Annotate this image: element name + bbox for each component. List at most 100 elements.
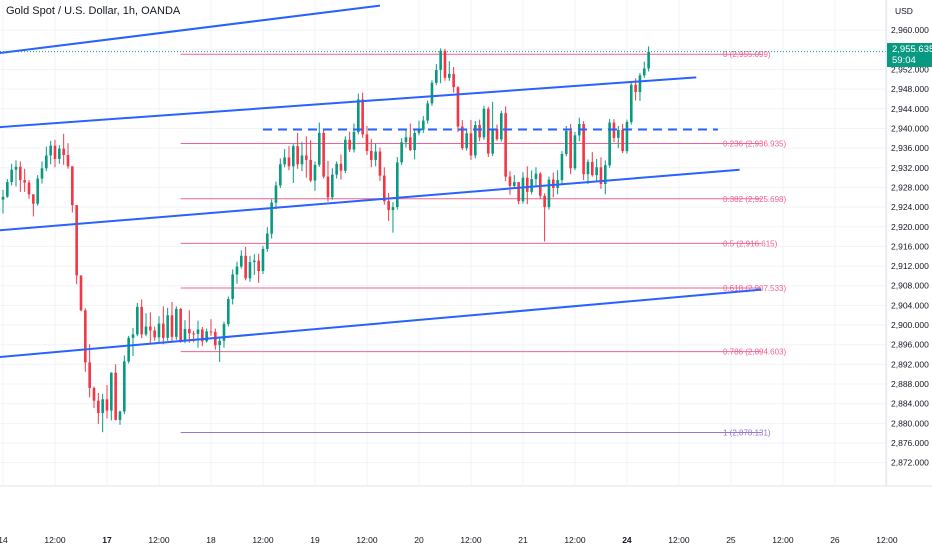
fib-level-label: 0.236 (2,936.935) [723,140,786,149]
candle-body [296,146,299,165]
candle-body [123,361,126,412]
price-tick-label: 2,904.000 [891,300,929,310]
time-tick-label: 18 [206,535,216,545]
fib-retracement[interactable]: 0 (2,955.099) 0.236 (2,936.935) 0.382 (2,9… [180,50,787,438]
time-axis[interactable]: 14 12:00 17 12:00 18 12:00 19 12:00 20 12:00 21 12:… [0,485,932,545]
price-tick-label: 2,888.000 [891,379,929,389]
candle-body [430,82,434,104]
time-tick-label: 19 [310,535,320,545]
price-tick-label: 2,872.000 [891,458,929,468]
candle-body [287,157,291,167]
candle-body [1,196,5,200]
trend-line[interactable] [0,168,740,232]
candle-body [560,154,564,181]
candle-body [422,120,425,130]
candle-body [88,362,91,388]
candle-body [270,202,273,234]
candle-body [32,194,35,204]
candle-body [305,155,308,160]
candle-body [179,308,182,341]
candle-body [426,103,429,121]
price-tick-label: 2,928.000 [891,182,929,192]
time-tick-label: 12:00 [356,535,378,545]
candle-body [14,166,18,170]
candle-body [300,155,304,165]
candle-body [396,162,399,208]
candle-body [58,148,61,159]
candle-body [387,201,390,211]
candle-body [357,99,360,132]
candle-body [261,248,265,271]
price-tick-label: 2,912.000 [891,261,929,271]
candle-body [616,129,620,138]
time-tick-label: 12:00 [668,535,690,545]
candle-body [409,137,412,151]
candle-body [92,387,96,401]
chart-title: Gold Spot / U.S. Dollar, 1h, OANDA [6,5,181,17]
candle-body [192,333,195,335]
time-tick-label: 21 [518,535,528,545]
candle-body [391,207,395,211]
candle-body [231,274,234,300]
price-tick-label: 2,896.000 [891,340,929,350]
candle-body [456,87,460,127]
currency-label: USD [895,6,913,16]
candle-body [153,330,156,338]
time-tick-label: 12:00 [876,535,898,545]
price-tick-label: 2,908.000 [891,281,929,291]
candle-body [209,331,213,333]
candle-body [170,315,174,337]
candle-body [279,164,282,186]
price-axis[interactable]: USD2,960.0002,956.0002,952.0002,948.0002… [885,0,929,486]
fib-level-label: 0.5 (2,916.615) [723,239,778,248]
price-tick-label: 2,880.000 [891,418,929,428]
price-tick-label: 2,900.000 [891,320,929,330]
price-tick-label: 2,952.000 [891,64,929,74]
candle-body [564,130,568,155]
candle-body [244,255,247,279]
candle-body [543,195,546,208]
candle-body [335,163,338,175]
candle-body [157,323,161,338]
trend-lines[interactable] [0,4,762,358]
candle-body [309,159,312,181]
candle-body [274,185,278,203]
time-tick-label: 17 [102,535,112,545]
candle-body [248,262,252,279]
candle-body [40,168,44,179]
candle-body [149,326,152,331]
candle-body [326,176,330,198]
trend-line[interactable] [0,4,381,55]
candle-body [525,177,529,192]
candle-body [404,137,408,143]
candle-body [166,315,169,338]
candle-body [625,122,629,152]
candle-body [79,275,83,311]
price-tick-label: 2,892.000 [891,359,929,369]
time-tick-label: 12:00 [564,535,586,545]
candle-body [547,179,551,208]
candle-body [443,50,447,78]
candle-body [534,173,538,180]
fib-level-label: 0 (2,955.099) [723,50,771,59]
candle-body [140,306,143,335]
candle-body [62,148,65,155]
candle-body [175,308,178,337]
candle-body [642,68,646,76]
candle-body [36,178,39,204]
time-tick-label: 14 [0,535,8,545]
price-tick-label: 2,940.000 [891,123,929,133]
fib-level-label: 1 (2,878.131) [723,429,771,438]
candle-body [313,164,317,181]
candle-body [586,161,590,175]
candle-body [383,175,386,202]
trend-line[interactable] [0,288,762,358]
candle-body [283,157,286,165]
candle-body [482,108,486,138]
candle-body [188,328,191,334]
price-tick-label: 2,920.000 [891,222,929,232]
trend-line[interactable] [0,76,697,129]
candle-body [322,132,325,177]
